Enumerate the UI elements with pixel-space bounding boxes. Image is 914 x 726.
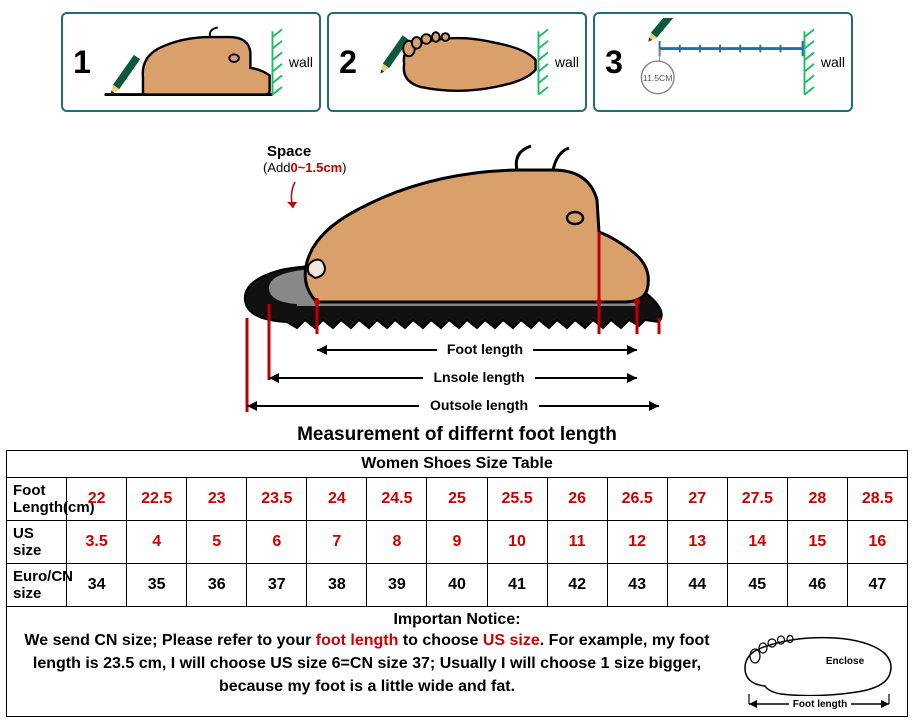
svg-text:11.5CM: 11.5CM xyxy=(643,73,673,83)
size-cell: 4 xyxy=(127,521,187,564)
size-cell: 24.5 xyxy=(367,478,427,521)
size-cell: 45 xyxy=(727,564,787,607)
size-cell: 3.5 xyxy=(67,521,127,564)
size-cell: 25.5 xyxy=(487,478,547,521)
size-cell: 42 xyxy=(547,564,607,607)
size-cell: 7 xyxy=(307,521,367,564)
size-cell: 26.5 xyxy=(607,478,667,521)
svg-text:Enclose: Enclose xyxy=(826,656,865,667)
size-cell: 34 xyxy=(67,564,127,607)
notice-row: Importan Notice: We send CN size; Please… xyxy=(7,607,908,717)
highlight-foot-length: foot length xyxy=(316,632,399,649)
step-3-drawing: 11.5CM xyxy=(627,18,819,106)
size-cell: 8 xyxy=(367,521,427,564)
diagram-title: Measurement of differnt foot length xyxy=(6,424,908,446)
size-cell: 28.5 xyxy=(847,478,907,521)
size-cell: 15 xyxy=(787,521,847,564)
wall-label: wall xyxy=(821,54,845,70)
steps-row: 1 xyxy=(6,12,908,112)
svg-text:Outsole length: Outsole length xyxy=(430,397,528,413)
size-cell: 22.5 xyxy=(127,478,187,521)
svg-text:Foot length: Foot length xyxy=(793,699,847,710)
size-cell: 11 xyxy=(547,521,607,564)
step-1: 1 xyxy=(61,12,321,112)
size-cell: 35 xyxy=(127,564,187,607)
size-row: Euro/CN size3435363738394041424344454647 xyxy=(7,564,908,607)
size-cell: 9 xyxy=(427,521,487,564)
size-cell: 10 xyxy=(487,521,547,564)
size-row: Foot Length(cm)2222.52323.52424.52525.52… xyxy=(7,478,908,521)
step-1-drawing xyxy=(95,18,287,106)
size-cell: 25 xyxy=(427,478,487,521)
foot-diagram: Space (Add0~1.5cm) Foot length Lnsole le… xyxy=(197,122,717,422)
row-header: US size xyxy=(7,521,67,564)
diagram-area: Space (Add0~1.5cm) Foot length Lnsole le… xyxy=(6,122,908,422)
size-cell: 41 xyxy=(487,564,547,607)
size-cell: 27.5 xyxy=(727,478,787,521)
wall-label: wall xyxy=(289,54,313,70)
row-header: Foot Length(cm) xyxy=(7,478,67,521)
step-2: 2 xyxy=(327,12,587,112)
size-cell: 16 xyxy=(847,521,907,564)
size-cell: 37 xyxy=(247,564,307,607)
foot-outline-icon: Enclose Foot length xyxy=(737,622,897,710)
svg-text:Lnsole length: Lnsole length xyxy=(434,369,525,385)
size-cell: 43 xyxy=(607,564,667,607)
size-cell: 13 xyxy=(667,521,727,564)
size-cell: 26 xyxy=(547,478,607,521)
svg-text:Space: Space xyxy=(267,143,311,160)
size-cell: 36 xyxy=(187,564,247,607)
size-cell: 6 xyxy=(247,521,307,564)
size-cell: 44 xyxy=(667,564,727,607)
highlight-us-size: US size xyxy=(483,632,540,649)
size-table: Women Shoes Size Table Foot Length(cm)22… xyxy=(6,450,908,717)
size-cell: 38 xyxy=(307,564,367,607)
row-header: Euro/CN size xyxy=(7,564,67,607)
size-cell: 40 xyxy=(427,564,487,607)
table-title-row: Women Shoes Size Table xyxy=(7,451,908,478)
table-title: Women Shoes Size Table xyxy=(7,451,908,478)
size-cell: 39 xyxy=(367,564,427,607)
step-number: 3 xyxy=(601,44,627,81)
size-cell: 5 xyxy=(187,521,247,564)
size-cell: 23 xyxy=(187,478,247,521)
wall-label: wall xyxy=(555,54,579,70)
svg-text:Foot length: Foot length xyxy=(447,341,523,357)
notice-cell: Importan Notice: We send CN size; Please… xyxy=(7,607,908,717)
size-row: US size3.545678910111213141516 xyxy=(7,521,908,564)
size-cell: 24 xyxy=(307,478,367,521)
step-number: 2 xyxy=(335,44,361,81)
size-cell: 23.5 xyxy=(247,478,307,521)
notice-text: We send CN size; Please refer to your fo… xyxy=(7,629,727,699)
step-2-drawing xyxy=(361,18,553,106)
size-cell: 47 xyxy=(847,564,907,607)
size-cell: 14 xyxy=(727,521,787,564)
size-cell: 12 xyxy=(607,521,667,564)
svg-text:(Add0~1.5cm): (Add0~1.5cm) xyxy=(263,160,347,175)
step-number: 1 xyxy=(69,44,95,81)
size-cell: 27 xyxy=(667,478,727,521)
step-3: 3 xyxy=(593,12,853,112)
size-cell: 46 xyxy=(787,564,847,607)
size-cell: 28 xyxy=(787,478,847,521)
